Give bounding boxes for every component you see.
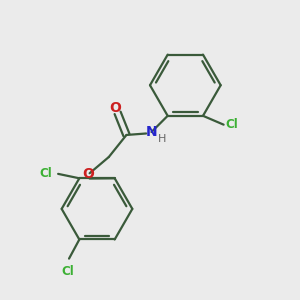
Text: O: O — [82, 167, 94, 181]
Text: N: N — [146, 125, 157, 139]
Text: H: H — [158, 134, 166, 144]
Text: Cl: Cl — [61, 265, 74, 278]
Text: Cl: Cl — [225, 118, 238, 131]
Text: Cl: Cl — [39, 167, 52, 180]
Text: O: O — [109, 100, 121, 115]
